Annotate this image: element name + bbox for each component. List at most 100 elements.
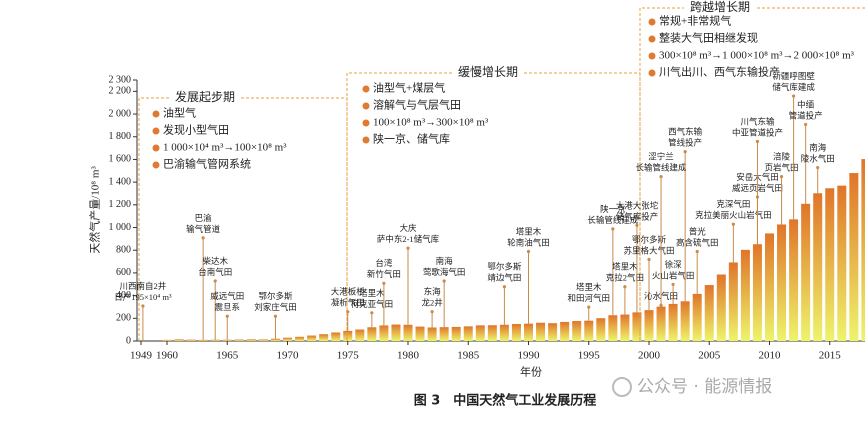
bar bbox=[379, 325, 389, 341]
annotation: 西气东输 bbox=[668, 127, 703, 137]
annotation: 鄂尔多斯 bbox=[632, 234, 667, 244]
y-axis-label: 天然气产量/10⁸ m³ bbox=[88, 166, 102, 254]
x-tick-label: 2010 bbox=[759, 350, 782, 362]
annotation-dot bbox=[683, 150, 687, 154]
annotation: 中亚管道投产 bbox=[732, 127, 783, 137]
bar bbox=[210, 339, 220, 341]
annotation: 陵水气田 bbox=[801, 154, 835, 164]
stage-item: 100×10⁸ m³→300×10⁸ m³ bbox=[373, 117, 489, 129]
bar bbox=[861, 159, 865, 341]
bar bbox=[572, 321, 582, 341]
bar bbox=[511, 323, 521, 341]
annotation: 塔里木 bbox=[359, 288, 385, 298]
y-tick-label: 2 200 bbox=[109, 86, 132, 97]
stage-box bbox=[346, 72, 641, 341]
bar bbox=[656, 306, 666, 341]
bar bbox=[355, 329, 365, 341]
annotation-dot bbox=[816, 165, 820, 170]
annotation: 新竹气田 bbox=[367, 269, 401, 279]
annotation: 萨中东2-1储气库 bbox=[377, 234, 440, 244]
bar bbox=[415, 326, 425, 341]
bullet bbox=[362, 119, 370, 127]
x-tick-label: 1970 bbox=[277, 350, 300, 362]
bar bbox=[813, 193, 823, 341]
bullet bbox=[362, 102, 370, 110]
y-tick-label: 1 000 bbox=[109, 222, 132, 233]
annotation-dot bbox=[659, 303, 663, 307]
stage-item: 川气出川、西气东输投产 bbox=[659, 65, 780, 79]
annotation-dot bbox=[382, 281, 386, 285]
annotation-dot bbox=[213, 279, 217, 283]
annotation-dot bbox=[587, 305, 591, 309]
x-tick-label: 1960 bbox=[156, 350, 179, 362]
y-tick-label: 1 200 bbox=[109, 199, 132, 210]
annotation: 火山岩气田 bbox=[652, 270, 695, 280]
annotation-dot bbox=[502, 285, 506, 289]
annotation: 龙2井 bbox=[421, 298, 442, 308]
bar bbox=[740, 249, 750, 341]
bar bbox=[692, 293, 702, 341]
bar bbox=[198, 339, 208, 341]
annotation: 台南气田 bbox=[198, 267, 232, 277]
annotation: 陕一京 bbox=[600, 204, 626, 214]
annotation: 克拉美丽火山岩气田 bbox=[695, 210, 772, 220]
y-tick-label: 1 400 bbox=[109, 176, 132, 187]
annotation: 克拉2气田 bbox=[606, 273, 644, 283]
bar bbox=[319, 334, 329, 341]
bullet bbox=[648, 69, 656, 77]
y-tick-label: 800 bbox=[116, 245, 131, 256]
annotation: 刘家庄气田 bbox=[254, 302, 297, 312]
bar bbox=[451, 326, 461, 341]
annotation: 日产195×10⁴ m³ bbox=[114, 292, 172, 302]
bar bbox=[343, 330, 353, 341]
annotation: 大港板桥 bbox=[331, 287, 366, 297]
annotation-dot bbox=[611, 227, 615, 231]
stage-title-bg bbox=[452, 66, 524, 80]
annotation-dot bbox=[430, 310, 434, 314]
annotation: 沁水气田 bbox=[644, 291, 678, 301]
bar bbox=[186, 339, 196, 341]
x-axis-label: 年份 bbox=[520, 365, 542, 379]
annotation-dot bbox=[370, 311, 374, 315]
annotation: 台湾 bbox=[375, 258, 393, 268]
annotation: 威远气田 bbox=[210, 291, 244, 301]
bar bbox=[487, 325, 497, 341]
bar bbox=[716, 274, 726, 341]
stage-item: 溶解气与气层气田 bbox=[373, 98, 461, 112]
y-tick-label: 200 bbox=[116, 313, 131, 324]
bullet bbox=[648, 35, 656, 43]
bar bbox=[403, 324, 413, 341]
x-tick-label: 1949 bbox=[130, 350, 153, 362]
annotation: 东海 bbox=[424, 287, 442, 297]
annotation-dot bbox=[804, 122, 808, 127]
annotation: 巴渝 bbox=[195, 213, 213, 223]
annotation: 储气库投产 bbox=[616, 211, 659, 221]
bar bbox=[270, 338, 280, 341]
annotation-dot bbox=[406, 246, 410, 250]
y-tick-label: 600 bbox=[116, 267, 131, 278]
watermark: 公众号 · 能源情报 bbox=[637, 377, 772, 397]
annotation: 塔里木 bbox=[576, 282, 602, 292]
bullet bbox=[648, 18, 656, 26]
annotation-dot bbox=[779, 175, 784, 179]
bar bbox=[283, 337, 292, 341]
bar bbox=[391, 324, 401, 341]
bar bbox=[704, 285, 714, 341]
stage-title: 发展起步期 bbox=[175, 89, 235, 104]
stage-item: 300×10⁸ m³→1 000×10⁸ m³→2 000×10⁸ m³ bbox=[659, 50, 855, 62]
annotation: 新疆呼图壁 bbox=[772, 71, 815, 81]
annotation-dot bbox=[731, 222, 735, 226]
annotation: 震旦系 bbox=[214, 302, 240, 312]
annotation: 柴达木 bbox=[202, 256, 228, 266]
bar bbox=[499, 324, 509, 341]
bar bbox=[596, 318, 606, 341]
bar bbox=[584, 320, 594, 341]
y-tick-label: 0 bbox=[126, 335, 131, 346]
stage-item: 陕一京、储气库 bbox=[373, 132, 450, 146]
annotation-dot bbox=[695, 249, 699, 254]
bar bbox=[307, 335, 317, 341]
x-tick-label: 1990 bbox=[518, 350, 541, 362]
bar bbox=[427, 327, 437, 341]
